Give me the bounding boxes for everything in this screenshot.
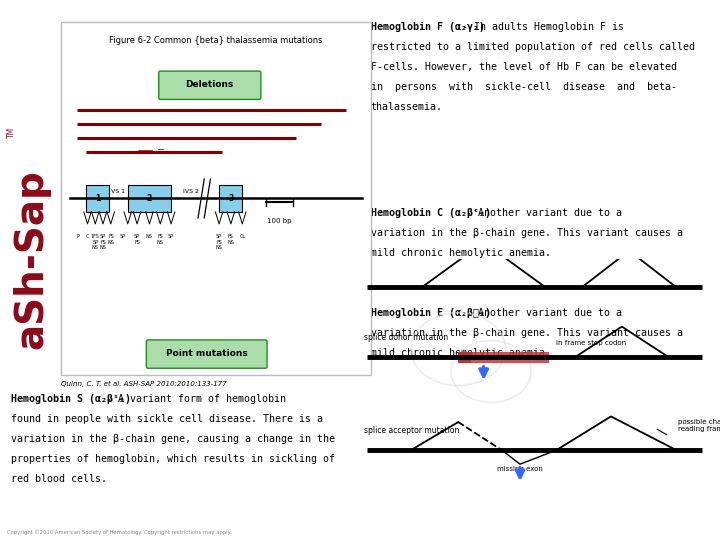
Text: SP
FS
NS: SP FS NS <box>99 234 107 251</box>
Text: =: = <box>157 146 166 156</box>
FancyBboxPatch shape <box>146 340 267 368</box>
Text: Quinn, C. T. et al. ASH-SAP 2010;2010:133-177: Quinn, C. T. et al. ASH-SAP 2010;2010:13… <box>61 381 227 387</box>
Text: Figure 6-2 Common {beta} thalassemia mutations: Figure 6-2 Common {beta} thalassemia mut… <box>109 36 323 45</box>
Text: restricted to a limited population of red cells called: restricted to a limited population of re… <box>371 42 695 52</box>
Text: mild chronic hemolytic anemia.: mild chronic hemolytic anemia. <box>371 248 551 258</box>
Bar <box>61 22 371 375</box>
Text: variation in the β-chain gene. This variant causes a: variation in the β-chain gene. This vari… <box>371 228 683 238</box>
Text: 1FS
SP
NS: 1FS SP NS <box>91 234 99 251</box>
Text: aSh-Sap: aSh-Sap <box>13 169 51 349</box>
Text: IVS 2: IVS 2 <box>183 189 199 194</box>
Text: Hemoglobin S (α₂βˢ₂): Hemoglobin S (α₂βˢ₂) <box>11 394 131 404</box>
Text: 2: 2 <box>147 194 152 203</box>
Text: thalassemia.: thalassemia. <box>371 102 443 112</box>
Text: Point mutations: Point mutations <box>166 349 248 358</box>
Text: FS
NS: FS NS <box>108 234 114 245</box>
Bar <box>458 352 471 363</box>
Bar <box>219 185 243 212</box>
Text: possible change of
reading frame: possible change of reading frame <box>678 419 720 432</box>
Text: in frame stop codon: in frame stop codon <box>557 340 626 346</box>
Text: FS
NS: FS NS <box>157 234 163 245</box>
Bar <box>458 353 549 362</box>
Text: - In adults Hemoglobin F is: - In adults Hemoglobin F is <box>456 22 624 32</box>
Text: Hemoglobin F (α₂γ₂): Hemoglobin F (α₂γ₂) <box>371 22 485 32</box>
Text: Copyright ©2010 American Society of Hematology. Copyright restrictions may apply: Copyright ©2010 American Society of Hema… <box>7 529 232 535</box>
Text: Hemoglobin C (α₂βᶜ₂): Hemoglobin C (α₂βᶜ₂) <box>371 208 491 218</box>
FancyBboxPatch shape <box>158 71 261 99</box>
Text: 1: 1 <box>95 194 100 203</box>
Text: in  persons  with  sickle-cell  disease  and  beta-: in persons with sickle-cell disease and … <box>371 82 677 92</box>
Text: splice donor mutation: splice donor mutation <box>364 333 448 342</box>
Text: - Another variant due to a: - Another variant due to a <box>460 208 622 218</box>
Bar <box>127 185 171 212</box>
Text: P: P <box>77 234 80 239</box>
Text: SP
FS
NS: SP FS NS <box>216 234 222 251</box>
Text: F-cells. However, the level of Hb F can be elevated: F-cells. However, the level of Hb F can … <box>371 62 677 72</box>
Text: variation in the β-chain gene. This variant causes a: variation in the β-chain gene. This vari… <box>371 328 683 338</box>
Text: red blood cells.: red blood cells. <box>11 474 107 484</box>
Text: 3: 3 <box>228 194 233 203</box>
Text: NS: NS <box>146 234 153 239</box>
Text: SP: SP <box>120 234 126 239</box>
Text: VS 1: VS 1 <box>112 189 125 194</box>
Text: 100 bp: 100 bp <box>267 218 292 224</box>
Text: CL: CL <box>239 234 246 239</box>
Text: Hemoglobin E (α₂βᴇ₂): Hemoglobin E (α₂βᴇ₂) <box>371 308 491 318</box>
Text: properties of hemoglobin, which results in sickling of: properties of hemoglobin, which results … <box>11 454 335 464</box>
Text: C: C <box>86 234 89 239</box>
Bar <box>86 185 109 212</box>
Text: found in people with sickle cell disease. There is a: found in people with sickle cell disease… <box>11 414 323 424</box>
Text: SP: SP <box>168 234 174 239</box>
Text: Deletions: Deletions <box>186 80 234 89</box>
Text: TM: TM <box>6 127 16 138</box>
Text: variation in the β-chain gene, causing a change in the: variation in the β-chain gene, causing a… <box>11 434 335 444</box>
Text: mild chronic hemolytic anemia.: mild chronic hemolytic anemia. <box>371 348 551 358</box>
Text: SP
FS: SP FS <box>134 234 140 245</box>
Text: splice acceptor mutation: splice acceptor mutation <box>364 426 459 435</box>
Text: missing exon: missing exon <box>497 465 543 471</box>
Text: FS
NS: FS NS <box>228 234 234 245</box>
Text: - Another variant due to a: - Another variant due to a <box>460 308 622 318</box>
Text: - A variant form of hemoglobin: - A variant form of hemoglobin <box>100 394 286 404</box>
